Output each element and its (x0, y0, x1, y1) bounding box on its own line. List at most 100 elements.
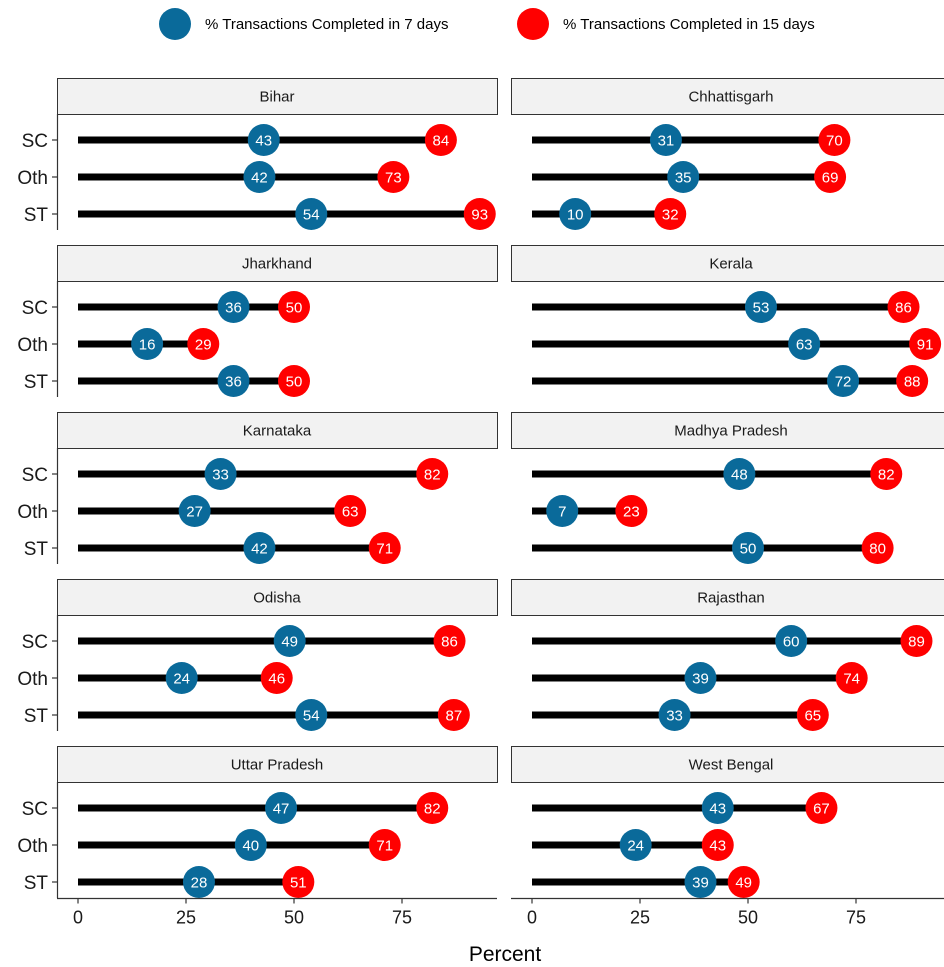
point-7-days (775, 625, 808, 657)
point-7-days (701, 792, 734, 824)
value-label-7-days: 43 (709, 801, 726, 818)
value-label-15-days: 82 (878, 467, 895, 484)
point-7-days (295, 198, 328, 230)
strip-madhya-pradesh (511, 412, 944, 449)
y-tick-label: SC (22, 632, 48, 653)
point-7-days (723, 458, 756, 490)
value-label-7-days: 54 (303, 207, 320, 224)
point-15-days (805, 792, 838, 824)
strip-label: Jharkhand (242, 256, 312, 273)
value-label-15-days: 65 (804, 708, 821, 725)
point-15-days (861, 532, 894, 564)
panel-chhattisgarh: Chhattisgarh 31 70 35 69 10 32 (511, 78, 944, 230)
strip-label: Karnataka (243, 423, 312, 440)
panel-uttar-pradesh: Uttar Pradesh SC 47 82 Oth 40 71 ST 28 51 (17, 746, 498, 898)
panel-kerala: Kerala 53 86 63 91 72 88 (511, 245, 944, 397)
strip-label: Odisha (253, 590, 301, 607)
point-7-days (178, 495, 211, 527)
point-15-days (260, 662, 293, 694)
strip-label: Madhya Pradesh (674, 423, 787, 440)
strip-west-bengal (511, 746, 944, 783)
panel-odisha: Odisha SC 49 86 Oth 24 46 ST 54 87 (17, 579, 498, 731)
value-label-15-days: 23 (623, 504, 640, 521)
x-tick-label: 0 (73, 908, 83, 928)
point-15-days (377, 161, 410, 193)
x-tick-label: 25 (176, 908, 196, 928)
value-label-7-days: 24 (627, 838, 644, 855)
panel-jharkhand: Jharkhand SC 36 50 Oth 16 29 ST 36 50 (17, 245, 498, 397)
value-label-7-days: 53 (753, 300, 770, 317)
value-label-15-days: 73 (385, 170, 402, 187)
value-label-7-days: 40 (242, 838, 259, 855)
value-label-7-days: 28 (191, 875, 208, 892)
point-7-days (273, 625, 306, 657)
value-label-15-days: 50 (286, 374, 303, 391)
point-7-days (165, 662, 198, 694)
point-7-days (247, 124, 280, 156)
strip-jharkhand (57, 245, 498, 282)
strip-kerala (511, 245, 944, 282)
strip-uttar-pradesh (57, 746, 498, 783)
point-15-days (437, 699, 470, 731)
value-label-15-days: 82 (424, 467, 441, 484)
point-15-days (278, 291, 310, 323)
value-label-7-days: 10 (567, 207, 584, 224)
value-label-15-days: 69 (822, 170, 839, 187)
value-label-7-days: 72 (835, 374, 852, 391)
point-15-days (416, 458, 449, 490)
point-7-days (744, 291, 777, 323)
point-15-days (909, 328, 942, 360)
value-label-7-days: 47 (273, 801, 290, 818)
value-label-15-days: 93 (471, 207, 488, 224)
point-15-days (887, 291, 920, 323)
point-7-days (546, 495, 579, 527)
value-label-7-days: 43 (255, 133, 272, 150)
value-label-7-days: 33 (666, 708, 683, 725)
value-label-15-days: 87 (445, 708, 462, 725)
value-label-7-days: 42 (251, 541, 268, 558)
strip-bihar (57, 78, 498, 115)
strip-label: Kerala (709, 256, 753, 273)
strip-rajasthan (511, 579, 944, 616)
point-15-days (818, 124, 851, 156)
value-label-7-days: 24 (173, 671, 190, 688)
value-label-7-days: 49 (281, 634, 298, 651)
x-tick-label: 50 (738, 908, 758, 928)
y-tick-label: SC (22, 298, 48, 319)
point-15-days (870, 458, 903, 490)
value-label-15-days: 71 (376, 541, 393, 558)
strip-chhattisgarh (511, 78, 944, 115)
value-label-7-days: 42 (251, 170, 268, 187)
point-7-days (217, 365, 250, 397)
point-7-days (732, 532, 764, 564)
y-tick-label: ST (24, 873, 49, 894)
value-label-15-days: 71 (376, 838, 393, 855)
point-7-days (182, 866, 215, 898)
point-7-days (131, 328, 164, 360)
legend-swatch-15-days (517, 8, 549, 40)
y-tick-label: ST (24, 539, 49, 560)
value-label-15-days: 74 (843, 671, 860, 688)
point-15-days (416, 792, 449, 824)
point-15-days (368, 829, 401, 861)
point-7-days (204, 458, 237, 490)
value-label-7-days: 16 (139, 337, 156, 354)
point-7-days (234, 829, 267, 861)
value-label-15-days: 63 (342, 504, 359, 521)
value-label-7-days: 48 (731, 467, 748, 484)
y-tick-label: SC (22, 465, 48, 486)
legend-label-15-days: % Transactions Completed in 15 days (563, 16, 815, 33)
point-7-days (684, 662, 717, 694)
point-15-days (835, 662, 868, 694)
point-15-days (814, 161, 847, 193)
strip-karnataka (57, 412, 498, 449)
point-15-days (727, 866, 760, 898)
point-15-days (615, 495, 648, 527)
point-15-days (424, 124, 457, 156)
point-15-days (701, 829, 734, 861)
legend-swatch-7-days (159, 8, 191, 40)
value-label-7-days: 36 (225, 300, 242, 317)
y-tick-label: Oth (17, 502, 48, 523)
facet-panels: Bihar SC 43 84 Oth 42 73 ST 54 93 Chhattisgarh 31 70… (17, 78, 944, 898)
